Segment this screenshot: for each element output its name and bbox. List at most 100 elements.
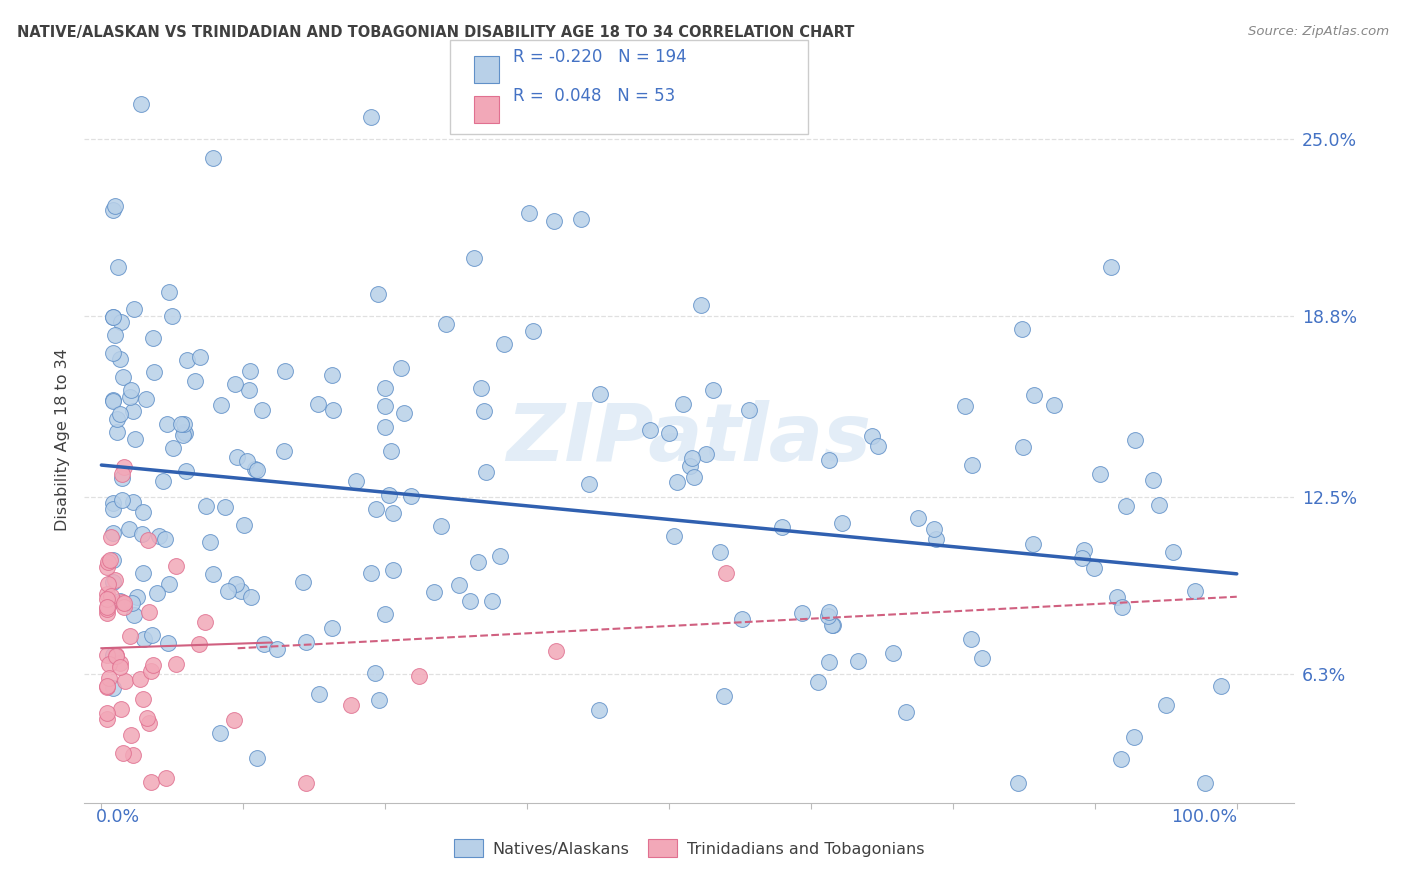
Point <box>959 632 981 647</box>
Point <box>569 212 592 227</box>
Point <box>101 495 124 509</box>
Point <box>1109 752 1132 766</box>
Point <box>107 260 129 274</box>
Point <box>522 324 544 338</box>
Point <box>131 97 153 112</box>
Point <box>136 533 159 547</box>
Point <box>274 364 297 378</box>
Text: R = -0.220   N = 194: R = -0.220 N = 194 <box>513 48 686 66</box>
Point <box>138 605 160 619</box>
Point <box>103 394 125 409</box>
Point <box>408 669 430 683</box>
Point <box>225 577 247 591</box>
Point <box>463 251 485 265</box>
Point <box>112 459 135 474</box>
Point <box>104 573 127 587</box>
Point <box>165 657 187 672</box>
Point <box>970 651 993 665</box>
Point <box>176 353 198 368</box>
Point <box>101 345 124 359</box>
Point <box>233 517 256 532</box>
Point <box>110 492 132 507</box>
Point <box>322 403 344 417</box>
Point <box>132 632 155 646</box>
Point <box>543 214 565 228</box>
Point <box>104 199 127 213</box>
Point <box>817 608 839 623</box>
Point <box>156 417 179 432</box>
Point <box>141 657 163 672</box>
Point <box>447 578 470 592</box>
Point <box>1022 537 1045 551</box>
Point <box>1083 561 1105 575</box>
Point <box>294 776 316 790</box>
Point <box>157 635 180 649</box>
Point <box>831 516 853 530</box>
Point <box>120 728 142 742</box>
Point <box>97 555 120 569</box>
Point <box>111 470 134 484</box>
Point <box>544 644 567 658</box>
Point <box>960 458 983 472</box>
Point <box>139 774 162 789</box>
Point <box>374 381 396 395</box>
Point <box>848 654 870 668</box>
Point <box>124 301 146 316</box>
Point <box>110 656 132 670</box>
Point <box>235 454 257 468</box>
Point <box>924 522 946 536</box>
Point <box>1073 543 1095 558</box>
Point <box>96 587 118 601</box>
Point <box>907 510 929 524</box>
Point <box>1147 499 1170 513</box>
Point <box>823 617 845 632</box>
Point <box>105 425 128 439</box>
Point <box>120 383 142 397</box>
Point <box>96 560 118 574</box>
Point <box>240 591 263 605</box>
Point <box>112 600 135 615</box>
Point <box>98 672 121 686</box>
Point <box>1024 387 1046 401</box>
Point <box>152 474 174 488</box>
Point <box>250 402 273 417</box>
Point <box>145 585 167 599</box>
Point <box>162 309 184 323</box>
Point <box>104 328 127 343</box>
Point <box>112 370 135 384</box>
Point <box>1099 260 1122 275</box>
Point <box>292 574 315 589</box>
Point <box>308 687 330 701</box>
Point <box>101 392 124 407</box>
Point <box>882 646 904 660</box>
Point <box>101 502 124 516</box>
Point <box>96 706 118 721</box>
Point <box>953 399 976 413</box>
Point <box>148 529 170 543</box>
Point <box>1012 440 1035 454</box>
Point <box>818 452 841 467</box>
Point <box>377 488 399 502</box>
Point <box>101 575 124 590</box>
Point <box>394 406 416 420</box>
Point <box>226 450 249 464</box>
Point <box>430 519 453 533</box>
Point <box>925 532 948 546</box>
Point <box>1123 434 1146 448</box>
Point <box>436 317 458 331</box>
Point <box>202 566 225 581</box>
Point <box>638 424 661 438</box>
Point <box>173 417 195 431</box>
Point <box>374 607 396 621</box>
Point <box>1156 698 1178 713</box>
Point <box>1115 500 1137 514</box>
Point <box>201 151 224 165</box>
Point <box>188 637 211 651</box>
Point <box>96 602 118 616</box>
Point <box>105 412 128 426</box>
Point <box>344 475 367 489</box>
Text: NATIVE/ALASKAN VS TRINIDADIAN AND TOBAGONIAN DISABILITY AGE 18 TO 34 CORRELATION: NATIVE/ALASKAN VS TRINIDADIAN AND TOBAGO… <box>17 25 855 40</box>
Point <box>367 286 389 301</box>
Point <box>101 552 124 566</box>
Point <box>142 331 165 345</box>
